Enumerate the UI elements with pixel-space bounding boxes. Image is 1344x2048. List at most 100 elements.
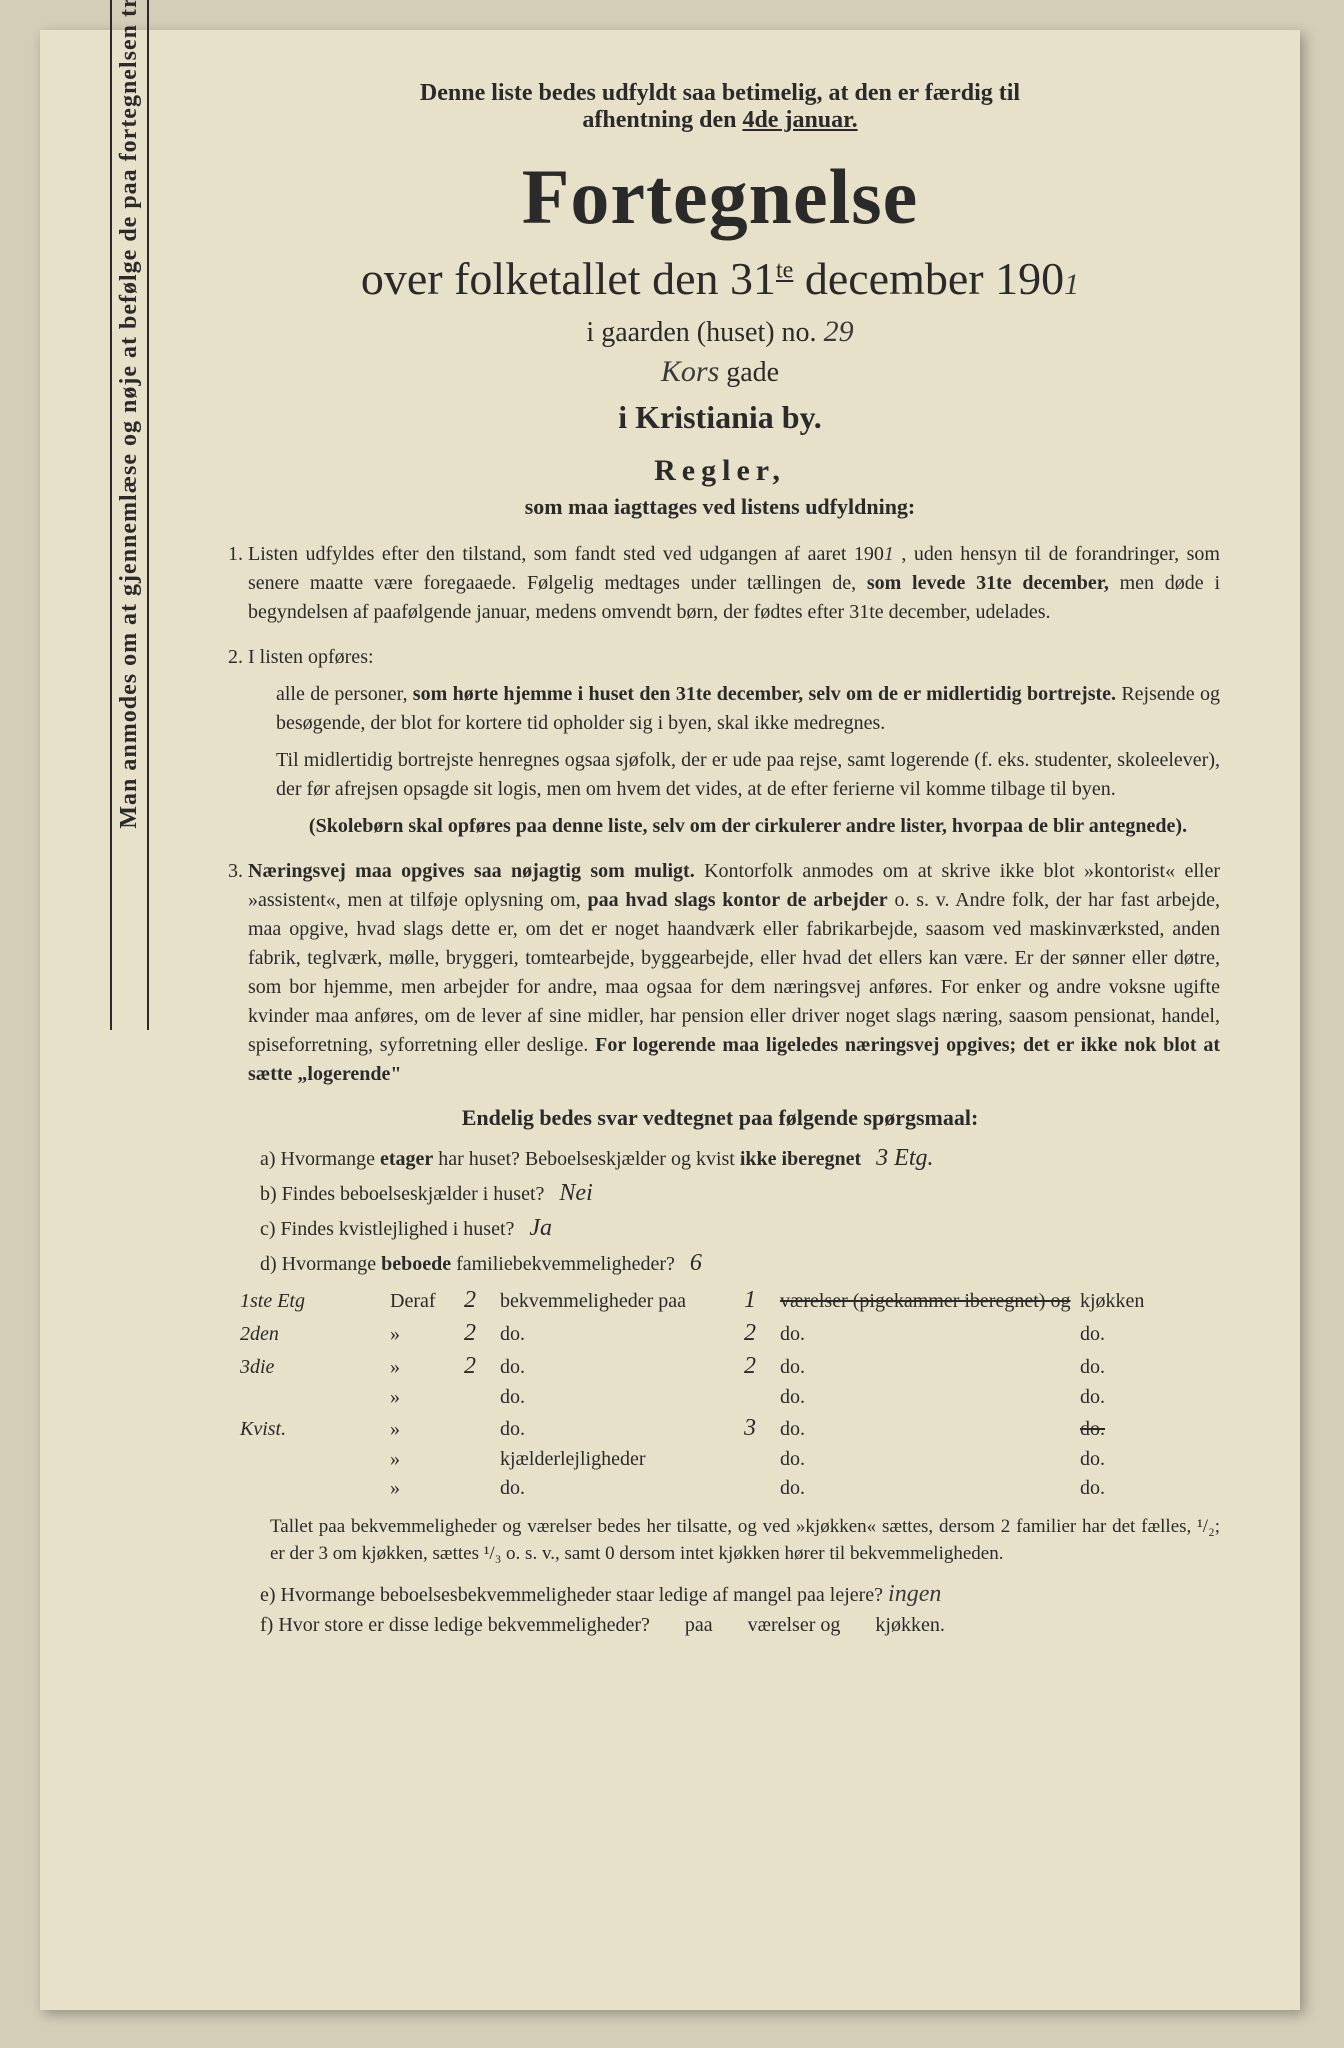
- qd-b: beboede: [381, 1253, 451, 1275]
- tr2n: 2: [440, 1320, 500, 1347]
- tr7c6: do.: [1080, 1477, 1200, 1500]
- r3a: Næringsvej maa opgives saa nøjagtig som …: [248, 860, 695, 882]
- table-row: » do. do. do.: [240, 1386, 1220, 1409]
- r2-block2: Til midlertidig bortrejste henregnes ogs…: [276, 746, 1220, 804]
- gade-line: Kors gade: [220, 355, 1220, 389]
- th-c3: bekvemmeligheder paa: [500, 1290, 720, 1313]
- table-row: Kvist. » do. 3 do. do.: [240, 1415, 1220, 1442]
- rule-1: Listen udfyldes efter den tilstand, som …: [248, 540, 1220, 627]
- qa-ans: 3 Etg.: [876, 1145, 933, 1171]
- tr5v: 3: [720, 1415, 780, 1442]
- tr4do2: do.: [780, 1386, 1080, 1409]
- dwelling-table: 1ste Etg Deraf 2 bekvemmeligheder paa 1 …: [240, 1287, 1220, 1500]
- r1y: 1: [884, 543, 894, 565]
- qf-vaer: værelser og: [748, 1614, 841, 1636]
- tr2c6: do.: [1080, 1323, 1200, 1346]
- sub-a: over folketallet den 31: [361, 253, 776, 304]
- tr3d: »: [390, 1356, 440, 1379]
- qa-b2: ikke iberegnet: [740, 1148, 861, 1170]
- r2a: I listen opføres:: [248, 646, 374, 668]
- foot-note: Tallet paa bekvemmeligheder og værelser …: [270, 1514, 1220, 1567]
- qf-l: f) Hvor store er disse ledige bekvemmeli…: [260, 1614, 650, 1636]
- tr2d: »: [390, 1323, 440, 1346]
- document-page: Man anmodes om at gjennemlæse og nøje at…: [40, 30, 1300, 2010]
- tr5d: »: [390, 1418, 440, 1441]
- tr3do2: do.: [780, 1356, 1080, 1379]
- tr3do1: do.: [500, 1356, 720, 1379]
- content-area: Denne liste bedes udfyldt saa betimelig,…: [220, 80, 1220, 1637]
- tr6do1: kjælderlejligheder: [500, 1448, 720, 1471]
- tr6c6: do.: [1080, 1448, 1200, 1471]
- qe-l: e) Hvormange beboelsesbekvemmeligheder s…: [260, 1584, 883, 1606]
- qb-ans: Nei: [559, 1180, 592, 1206]
- r1bold: som levede 31te december,: [867, 572, 1109, 594]
- sub-sup: te: [776, 258, 793, 284]
- tr4do1: do.: [500, 1386, 720, 1409]
- qa-l2: har huset? Beboelseskjælder og kvist: [433, 1148, 740, 1170]
- rule-2: I listen opføres: alle de personer, som …: [248, 643, 1220, 841]
- gaarden-hand: 29: [824, 315, 854, 348]
- year-hand: 1: [1064, 268, 1079, 301]
- gaarden-line: i gaarden (huset) no. 29: [220, 315, 1220, 349]
- r2-block3: (Skolebørn skal opføres paa denne liste,…: [276, 812, 1220, 841]
- top-note-l2a: afhentning den: [582, 107, 742, 133]
- tr2v: 2: [720, 1320, 780, 1347]
- qb-l: b) Findes beboelseskjælder i huset?: [260, 1183, 544, 1205]
- th-deraf: Deraf: [390, 1290, 440, 1313]
- qd-l: d) Hvormange: [260, 1253, 381, 1275]
- tr7do2: do.: [780, 1477, 1080, 1500]
- tr6do2: do.: [780, 1448, 1080, 1471]
- qc-l: c) Findes kvistlejlighed i huset?: [260, 1218, 514, 1240]
- tr6d: »: [390, 1448, 440, 1471]
- tr7d: »: [390, 1477, 440, 1500]
- question-d: d) Hvormange beboede familiebekvemmeligh…: [260, 1250, 1220, 1277]
- question-a: a) Hvormange etager har huset? Beboelses…: [260, 1145, 1220, 1172]
- qa-l: a) Hvormange: [260, 1148, 380, 1170]
- r1a: Listen udfyldes efter den tilstand, som …: [248, 543, 884, 565]
- sub-b: december 190: [793, 253, 1064, 304]
- qf-paa: paa: [685, 1614, 713, 1636]
- tr2do1: do.: [500, 1323, 720, 1346]
- question-b: b) Findes beboelseskjælder i huset? Nei: [260, 1180, 1220, 1207]
- tr3c1: 3die: [240, 1356, 390, 1379]
- r2-block: alle de personer, som hørte hjemme i hus…: [276, 680, 1220, 738]
- r2b: alle de personer,: [276, 683, 413, 705]
- table-row: 3die » 2 do. 2 do. do.: [240, 1353, 1220, 1380]
- qc-ans: Ja: [529, 1215, 552, 1241]
- r2bold: som hørte hjemme i huset den 31te decemb…: [413, 683, 1116, 705]
- gade-label: gade: [726, 357, 779, 388]
- table-row: 1ste Etg Deraf 2 bekvemmeligheder paa 1 …: [240, 1287, 1220, 1314]
- qa-b: etager: [380, 1148, 433, 1170]
- qd-ans: 6: [690, 1250, 702, 1276]
- th-c1: 1ste Etg: [240, 1290, 390, 1313]
- tr7do1: do.: [500, 1477, 720, 1500]
- r3d: o. s. v. Andre folk, der har fast arbejd…: [248, 889, 1220, 1056]
- r3c: paa hvad slags kontor de arbejder: [587, 889, 887, 911]
- th-v: 1: [720, 1287, 780, 1314]
- gade-hand: Kors: [661, 355, 719, 388]
- top-note-l1: Denne liste bedes udfyldt saa betimelig,…: [420, 80, 1020, 106]
- tr5c6: do.: [1080, 1418, 1200, 1441]
- rule-3: Næringsvej maa opgives saa nøjagtig som …: [248, 857, 1220, 1089]
- tr5do1: do.: [500, 1418, 720, 1441]
- table-row: » do. do. do.: [240, 1477, 1220, 1500]
- tr2do2: do.: [780, 1323, 1080, 1346]
- endelig-heading: Endelig bedes svar vedtegnet paa følgend…: [220, 1105, 1220, 1131]
- tr2c1: 2den: [240, 1323, 390, 1346]
- tr3n: 2: [440, 1353, 500, 1380]
- main-title: Fortegnelse: [220, 152, 1220, 242]
- th-c6: kjøkken: [1080, 1290, 1200, 1313]
- city-line: i Kristiania by.: [220, 399, 1220, 436]
- sideways-instruction: Man anmodes om at gjennemlæse og nøje at…: [110, 0, 149, 1030]
- tr5do2: do.: [780, 1418, 1080, 1441]
- question-f: f) Hvor store er disse ledige bekvemmeli…: [260, 1614, 1220, 1637]
- tr4d: »: [390, 1386, 440, 1409]
- tr4c6: do.: [1080, 1386, 1200, 1409]
- sub-title: over folketallet den 31te december 1901: [220, 252, 1220, 305]
- top-note-l2b: 4de januar.: [742, 107, 857, 133]
- rules-list: Listen udfyldes efter den tilstand, som …: [220, 540, 1220, 1089]
- th-c5: værelser (pigekammer iberegnet) og: [780, 1290, 1070, 1312]
- table-row: 2den » 2 do. 2 do. do.: [240, 1320, 1220, 1347]
- table-row: » kjælderlejligheder do. do.: [240, 1448, 1220, 1471]
- regler-title: Regler,: [220, 454, 1220, 488]
